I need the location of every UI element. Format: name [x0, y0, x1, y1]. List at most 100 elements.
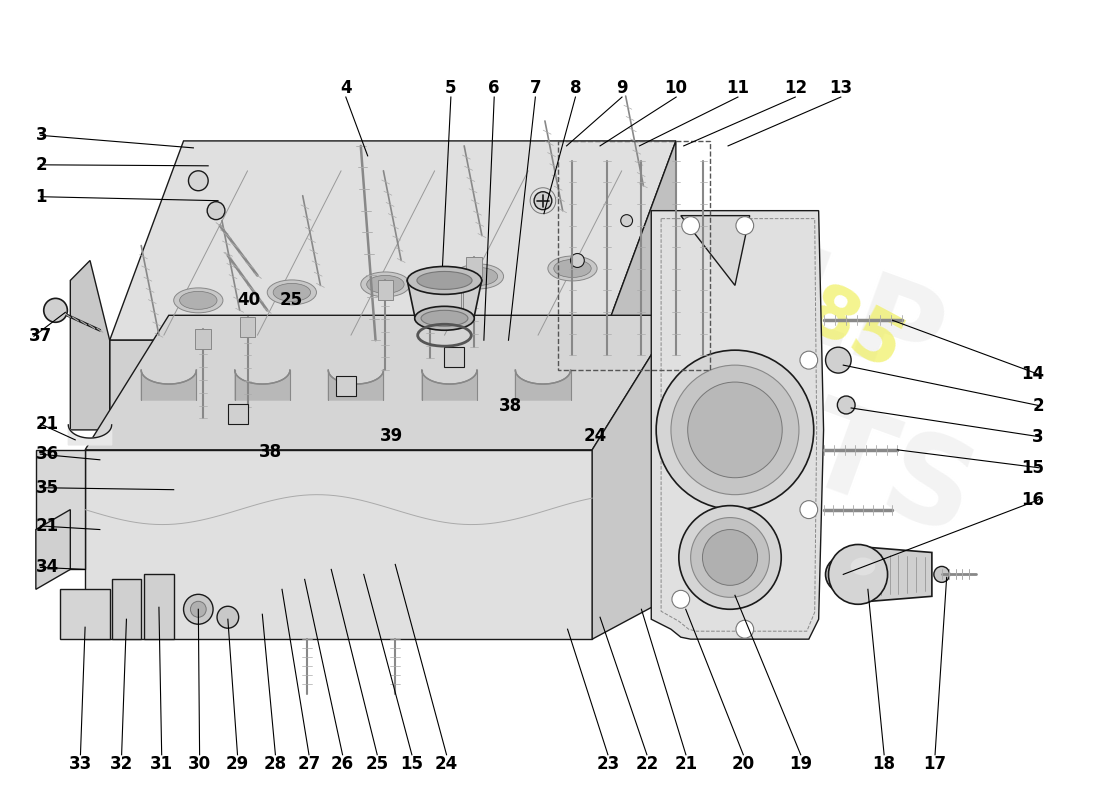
Text: 4: 4 — [340, 79, 352, 97]
Ellipse shape — [366, 275, 404, 294]
Text: 39: 39 — [379, 427, 403, 445]
Bar — [444, 347, 464, 367]
Polygon shape — [68, 425, 112, 445]
Text: 25: 25 — [365, 754, 388, 773]
Polygon shape — [110, 141, 675, 340]
Text: 24: 24 — [583, 427, 606, 445]
Circle shape — [207, 202, 224, 220]
Text: 3: 3 — [35, 126, 47, 144]
Text: 11: 11 — [726, 79, 749, 97]
Text: 6: 6 — [488, 79, 501, 97]
Circle shape — [672, 590, 690, 608]
Bar — [558, 141, 711, 370]
Text: 7: 7 — [529, 79, 541, 97]
Polygon shape — [110, 340, 602, 450]
Polygon shape — [681, 216, 750, 286]
Text: 31: 31 — [150, 754, 174, 773]
Text: 1: 1 — [35, 188, 47, 206]
Text: 2: 2 — [35, 156, 47, 174]
Text: 5: 5 — [446, 79, 456, 97]
Text: 10: 10 — [664, 79, 688, 97]
Text: 21: 21 — [674, 754, 697, 773]
Text: 38: 38 — [499, 398, 522, 415]
Polygon shape — [516, 370, 571, 400]
Text: 1985: 1985 — [704, 233, 914, 388]
Circle shape — [691, 518, 769, 598]
Circle shape — [188, 170, 208, 190]
Text: 3: 3 — [1032, 428, 1044, 446]
Bar — [421, 269, 438, 289]
Circle shape — [703, 530, 758, 586]
Polygon shape — [70, 261, 110, 430]
Circle shape — [535, 192, 552, 210]
Bar — [196, 329, 211, 349]
Circle shape — [671, 365, 799, 494]
Polygon shape — [112, 579, 141, 639]
Text: GLP
PARTS: GLP PARTS — [542, 178, 1036, 562]
Text: 15: 15 — [1021, 458, 1044, 477]
Text: 14: 14 — [1021, 366, 1044, 383]
Ellipse shape — [850, 558, 876, 575]
Text: 32: 32 — [110, 754, 133, 773]
Text: 40: 40 — [236, 291, 260, 310]
Circle shape — [736, 217, 754, 234]
Polygon shape — [858, 546, 932, 602]
Polygon shape — [407, 281, 482, 320]
Circle shape — [828, 545, 888, 604]
Polygon shape — [328, 370, 384, 400]
Circle shape — [657, 350, 814, 510]
Text: 36: 36 — [35, 446, 58, 463]
Text: 21: 21 — [35, 415, 58, 433]
Text: 16: 16 — [1021, 490, 1044, 509]
Ellipse shape — [454, 264, 504, 289]
Text: 29: 29 — [226, 754, 249, 773]
Polygon shape — [144, 574, 174, 639]
Text: 38: 38 — [258, 443, 282, 461]
Text: 30: 30 — [188, 754, 211, 773]
Ellipse shape — [548, 256, 597, 281]
Ellipse shape — [174, 288, 223, 313]
Text: 20: 20 — [732, 754, 755, 773]
Circle shape — [934, 566, 949, 582]
Circle shape — [834, 565, 854, 584]
Circle shape — [682, 217, 700, 234]
Polygon shape — [602, 141, 675, 430]
Polygon shape — [651, 210, 824, 639]
Circle shape — [620, 214, 632, 226]
Polygon shape — [36, 510, 70, 590]
Ellipse shape — [361, 272, 410, 297]
Polygon shape — [421, 370, 477, 400]
Polygon shape — [592, 315, 675, 639]
Circle shape — [571, 254, 584, 267]
Circle shape — [190, 602, 206, 618]
Text: 23: 23 — [596, 754, 619, 773]
Text: 22: 22 — [636, 754, 659, 773]
Polygon shape — [85, 450, 592, 639]
Polygon shape — [36, 450, 85, 570]
Text: 12: 12 — [784, 79, 807, 97]
Circle shape — [837, 396, 855, 414]
Ellipse shape — [460, 267, 497, 286]
Text: 26: 26 — [331, 754, 354, 773]
Text: a passion for parts since 1985: a passion for parts since 1985 — [400, 332, 706, 448]
Text: 17: 17 — [924, 754, 947, 773]
Text: 15: 15 — [400, 754, 424, 773]
Text: 19: 19 — [789, 754, 812, 773]
Text: 18: 18 — [872, 754, 895, 773]
Polygon shape — [141, 370, 196, 400]
Bar — [466, 257, 482, 277]
Text: 25: 25 — [280, 291, 304, 310]
Text: 28: 28 — [264, 754, 287, 773]
Circle shape — [825, 347, 851, 373]
Bar — [337, 376, 356, 395]
Text: 2: 2 — [1032, 397, 1044, 414]
Text: 34: 34 — [35, 558, 58, 577]
Text: 13: 13 — [829, 79, 852, 97]
Text: 8: 8 — [570, 79, 581, 97]
Circle shape — [800, 501, 817, 518]
Text: since: since — [716, 230, 823, 311]
Text: 21: 21 — [35, 517, 58, 535]
Ellipse shape — [267, 280, 317, 305]
Ellipse shape — [417, 271, 472, 290]
Circle shape — [825, 557, 861, 592]
